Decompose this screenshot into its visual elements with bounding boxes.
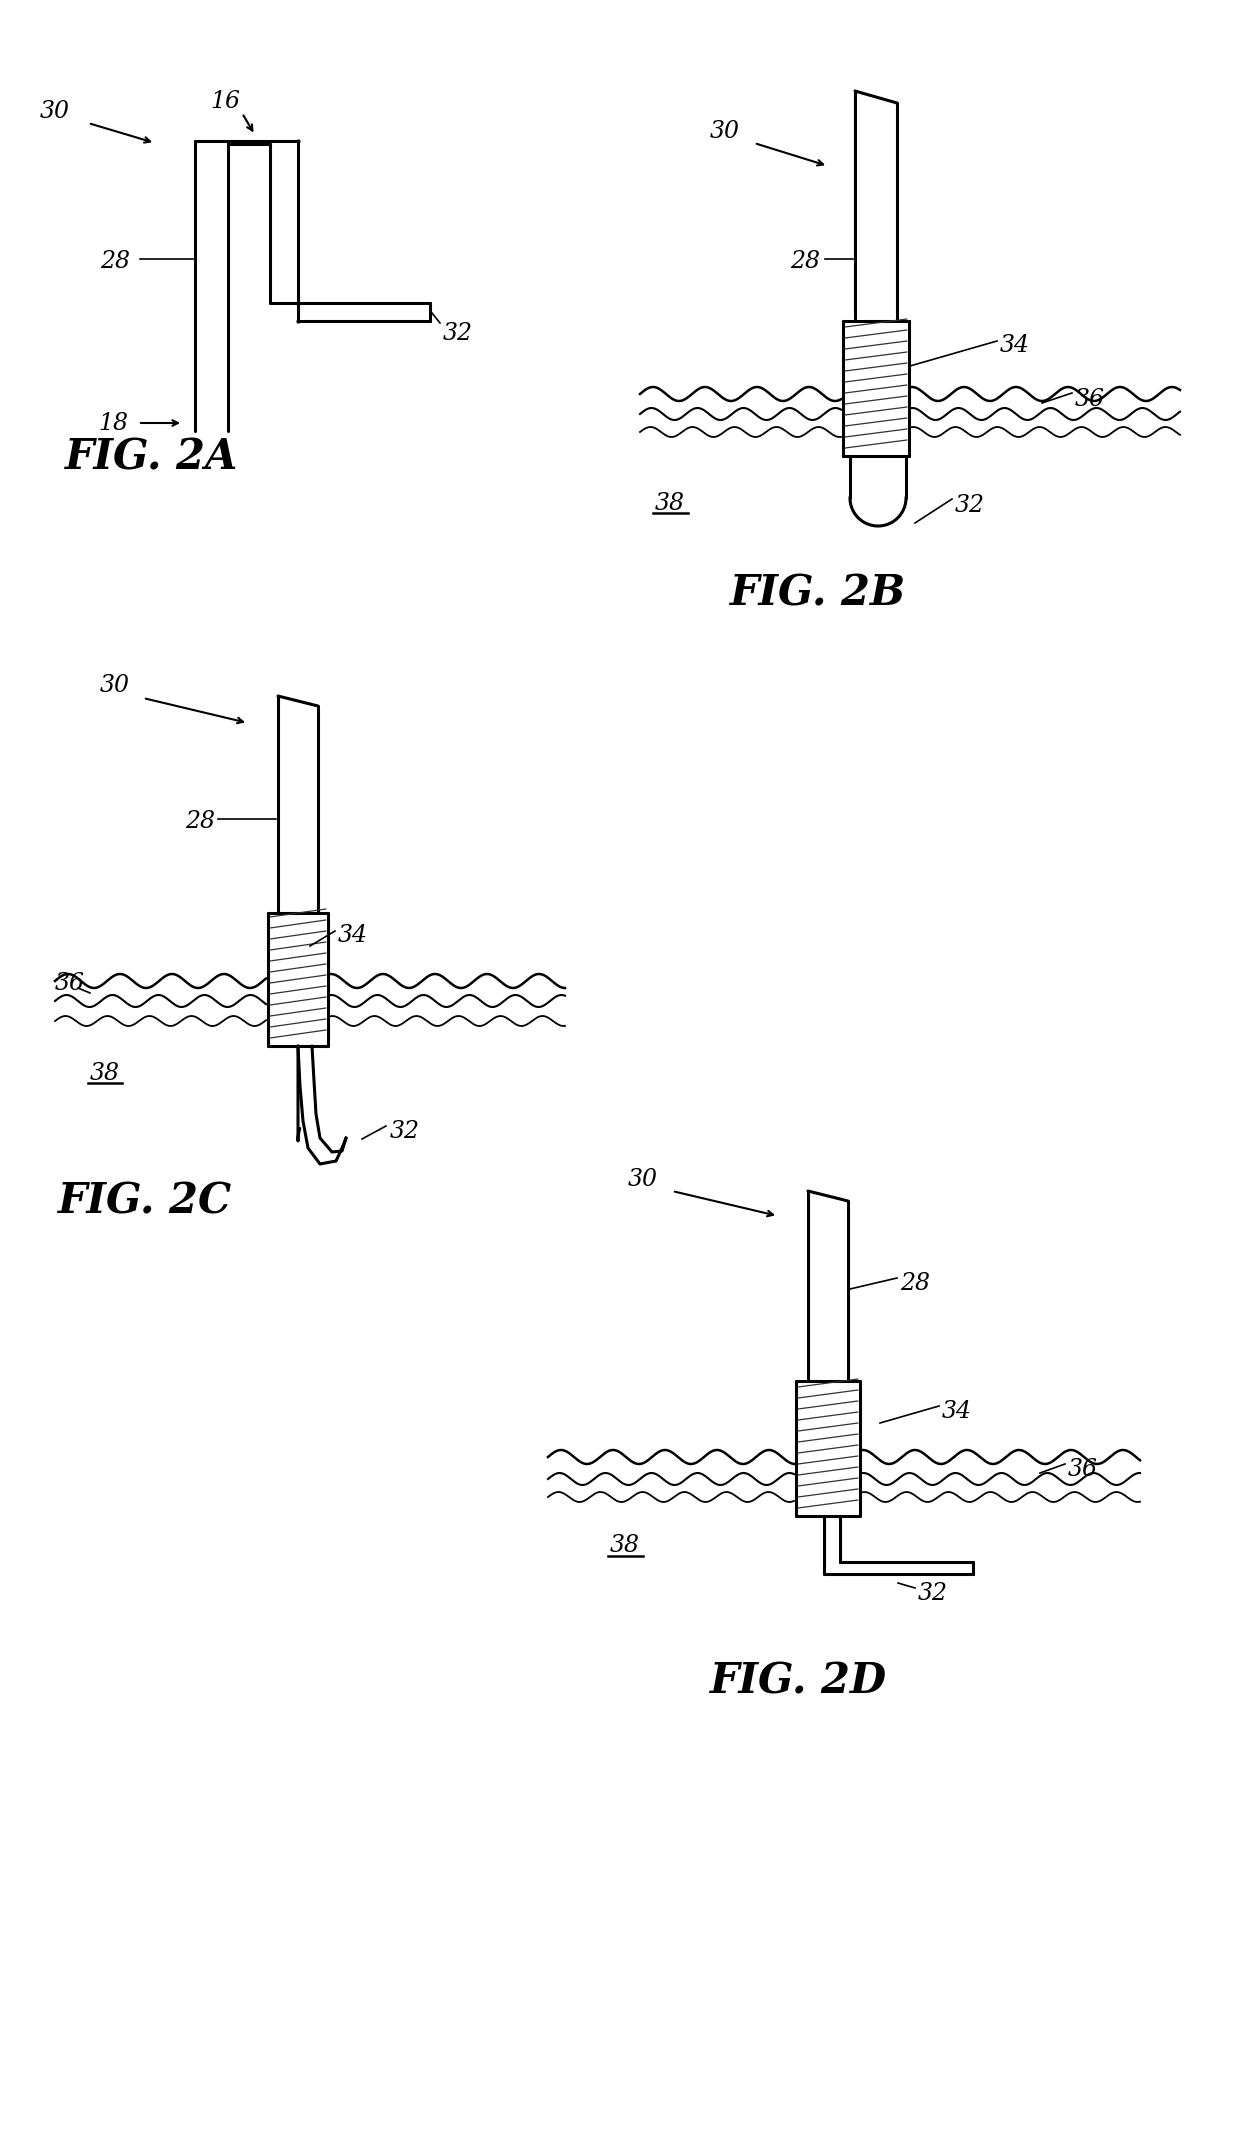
Text: 30: 30 <box>709 120 739 143</box>
Text: 36: 36 <box>1075 388 1105 411</box>
Text: 38: 38 <box>610 1535 639 1557</box>
Text: 34: 34 <box>942 1400 972 1422</box>
Text: 32: 32 <box>918 1582 948 1604</box>
Text: 28: 28 <box>100 250 130 272</box>
Text: 30: 30 <box>628 1167 658 1190</box>
Text: 34: 34 <box>1000 334 1030 358</box>
Text: 32: 32 <box>443 321 473 345</box>
Text: 28: 28 <box>901 1272 931 1295</box>
Text: 18: 18 <box>97 411 127 435</box>
Text: 38: 38 <box>654 492 684 514</box>
Text: 32: 32 <box>390 1120 420 1143</box>
Text: 28: 28 <box>791 250 821 272</box>
Text: FIG. 2C: FIG. 2C <box>57 1180 232 1223</box>
Text: 34: 34 <box>338 925 368 948</box>
Text: FIG. 2D: FIG. 2D <box>709 1659 887 1702</box>
Text: 32: 32 <box>955 495 985 518</box>
Text: FIG. 2A: FIG. 2A <box>65 437 239 477</box>
Text: 28: 28 <box>185 809 215 833</box>
Text: 30: 30 <box>100 674 130 698</box>
Text: 30: 30 <box>40 98 70 122</box>
Text: 36: 36 <box>1068 1458 1098 1479</box>
Text: 38: 38 <box>90 1062 120 1085</box>
Text: FIG. 2B: FIG. 2B <box>729 574 906 614</box>
Text: 16: 16 <box>210 90 240 113</box>
Text: 36: 36 <box>55 972 85 996</box>
